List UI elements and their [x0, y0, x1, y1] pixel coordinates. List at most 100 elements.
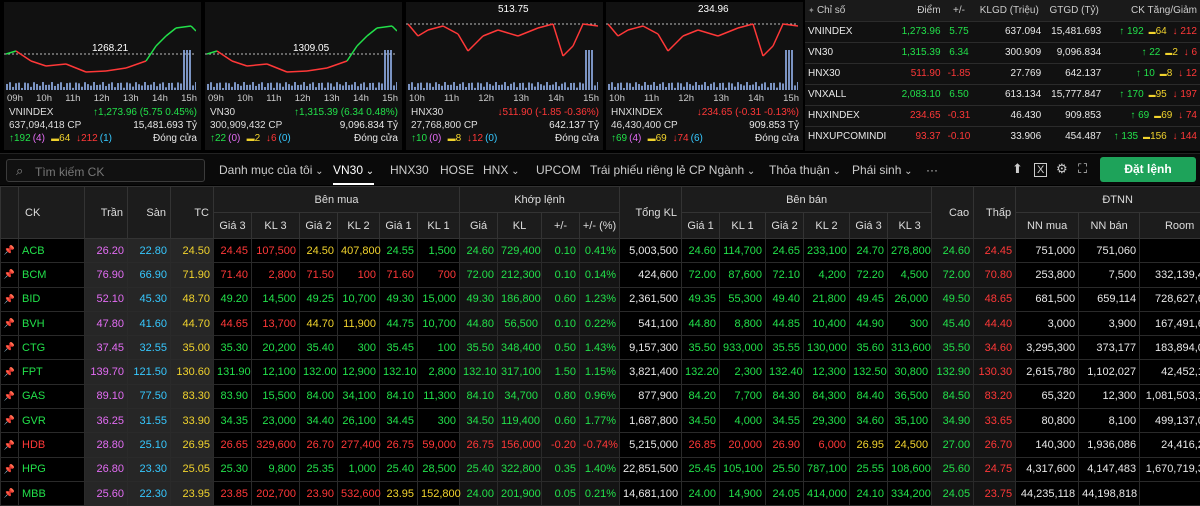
- ask-price[interactable]: 132.20: [681, 359, 721, 385]
- ask-price[interactable]: 84.30: [765, 383, 805, 410]
- bid-price[interactable]: 23.90: [299, 480, 338, 506]
- ask-price[interactable]: 24.70: [849, 237, 889, 264]
- index-col-header[interactable]: KLGD (Triệu): [974, 0, 1045, 21]
- bid-price[interactable]: 25.35: [299, 456, 338, 482]
- ask-price[interactable]: 24.65: [765, 237, 805, 264]
- bid-price[interactable]: 24.45: [213, 237, 252, 264]
- bid-price[interactable]: 71.50: [299, 262, 338, 288]
- col-ck[interactable]: CK: [18, 186, 85, 239]
- ask-price[interactable]: 25.45: [681, 456, 721, 482]
- stock-symbol[interactable]: GVR: [18, 408, 85, 434]
- pin-icon[interactable]: 📌: [0, 262, 19, 288]
- bid-price[interactable]: 34.35: [213, 408, 252, 434]
- gear-icon[interactable]: ⚙: [1056, 161, 1068, 176]
- tab-4[interactable]: HNX ⌄: [483, 163, 520, 177]
- col-sell[interactable]: Bên bán: [681, 186, 933, 213]
- tab-5[interactable]: UPCOM: [536, 163, 581, 177]
- stock-symbol[interactable]: BCM: [18, 262, 85, 288]
- bid-price[interactable]: 26.70: [299, 432, 338, 458]
- stock-symbol[interactable]: FPT: [18, 359, 85, 385]
- chart-hnxindex[interactable]: 234.96 10h 11h 12h 13h 14h 15h HNXINDEX ↓234.65 …: [606, 2, 803, 150]
- bid-price[interactable]: 132.10: [379, 359, 418, 385]
- col-v3[interactable]: KL 3: [251, 212, 300, 239]
- index-col-header[interactable]: Điểm: [895, 0, 944, 21]
- ask-price[interactable]: 132.40: [765, 359, 805, 385]
- stock-row[interactable]: 📌 MBB 25.60 22.30 23.95 23.85 202,700 23.90 532,…: [0, 480, 1200, 506]
- tab-9[interactable]: Phái sinh ⌄: [852, 163, 913, 177]
- col-p3[interactable]: Giá 3: [213, 212, 252, 239]
- index-row[interactable]: VN30 1,315.39 6.34 300.909 9,096.834 ↑ 22 ▬2 …: [805, 41, 1200, 63]
- bid-price[interactable]: 24.50: [299, 237, 338, 264]
- col-p1[interactable]: Giá 1: [379, 212, 418, 239]
- tab-0[interactable]: Danh mục của tôi ⌄: [219, 163, 324, 177]
- col-sell-p2[interactable]: Giá 2: [765, 212, 805, 239]
- ask-price[interactable]: 44.85: [765, 310, 805, 337]
- index-row[interactable]: HNXUPCOMINDI 93.37 -0.10 33.906 454.487 ↑ 135…: [805, 125, 1200, 147]
- bid-price[interactable]: 35.45: [379, 335, 418, 361]
- stock-row[interactable]: 📌 GAS 89.10 77.50 83.30 83.90 15,500 84.00 34,10…: [0, 383, 1200, 410]
- col-room[interactable]: Room: [1139, 212, 1200, 239]
- pin-icon[interactable]: 📌: [0, 310, 19, 337]
- tab-10[interactable]: ···: [926, 163, 938, 177]
- col-total[interactable]: Tổng KL: [619, 186, 683, 239]
- pin-icon[interactable]: 📌: [0, 432, 19, 458]
- stock-symbol[interactable]: HPG: [18, 456, 85, 482]
- stock-row[interactable]: 📌 BVH 47.80 41.60 44.70 44.65 13,700 44.70 11,90…: [0, 310, 1200, 337]
- bid-price[interactable]: 84.00: [299, 383, 338, 410]
- ask-price[interactable]: 34.50: [681, 408, 721, 434]
- ask-price[interactable]: 35.55: [765, 335, 805, 361]
- bid-price[interactable]: 25.40: [379, 456, 418, 482]
- pin-icon[interactable]: 📌: [0, 335, 19, 361]
- bid-price[interactable]: 24.55: [379, 237, 418, 264]
- ask-price[interactable]: 44.80: [681, 310, 721, 337]
- bid-price[interactable]: 44.70: [299, 310, 338, 337]
- bid-price[interactable]: 44.65: [213, 310, 252, 337]
- col-floor[interactable]: Sàn: [127, 186, 171, 239]
- tab-8[interactable]: Thỏa thuận ⌄: [769, 163, 841, 177]
- ask-price[interactable]: 26.95: [849, 432, 889, 458]
- stock-symbol[interactable]: CTG: [18, 335, 85, 361]
- stock-row[interactable]: 📌 ACB 26.20 22.80 24.50 24.45 107,500 24.50 407,…: [0, 237, 1200, 264]
- ask-price[interactable]: 49.35: [681, 286, 721, 312]
- col-sell-p1[interactable]: Giá 1: [681, 212, 721, 239]
- index-col-header[interactable]: CK Tăng/Giảm: [1104, 0, 1200, 21]
- index-col-header[interactable]: +/-: [943, 0, 975, 21]
- ask-price[interactable]: 25.50: [765, 456, 805, 482]
- stock-row[interactable]: 📌 BID 52.10 45.30 48.70 49.20 14,500 49.25 10,70…: [0, 286, 1200, 312]
- bid-price[interactable]: 35.40: [299, 335, 338, 361]
- ask-price[interactable]: 72.20: [849, 262, 889, 288]
- ask-price[interactable]: 132.50: [849, 359, 889, 385]
- ask-price[interactable]: 49.45: [849, 286, 889, 312]
- index-col-header[interactable]: GTGD (Tỷ): [1044, 0, 1105, 21]
- excel-icon[interactable]: X: [1034, 163, 1048, 177]
- col-sell-v3[interactable]: KL 3: [887, 212, 933, 239]
- stock-row[interactable]: 📌 GVR 36.25 31.55 33.90 34.35 23,000 34.40 26,10…: [0, 408, 1200, 434]
- ask-price[interactable]: 25.55: [849, 456, 889, 482]
- search-box[interactable]: ⌕ Tìm kiếm CK: [6, 159, 205, 182]
- bid-price[interactable]: 83.90: [213, 383, 252, 410]
- col-high[interactable]: Cao: [931, 186, 975, 239]
- ask-price[interactable]: 35.50: [681, 335, 721, 361]
- col-fbuy[interactable]: NN mua: [1015, 212, 1080, 239]
- pin-icon[interactable]: 📌: [0, 383, 19, 410]
- col-mv[interactable]: KL: [497, 212, 543, 239]
- col-pct[interactable]: +/- (%): [579, 212, 621, 239]
- ask-price[interactable]: 24.05: [765, 480, 805, 506]
- stock-row[interactable]: 📌 BCM 76.90 66.90 71.90 71.40 2,800 71.50 100 71.…: [0, 262, 1200, 288]
- col-fsell[interactable]: NN bán: [1078, 212, 1141, 239]
- index-row[interactable]: VNXALL 2,083.10 6.50 613.134 15,777.847 ↑ 170…: [805, 83, 1200, 105]
- pin-icon[interactable]: 📌: [0, 286, 19, 312]
- index-row[interactable]: VNINDEX 1,273.96 5.75 637.094 15,481.693 ↑ 19…: [805, 20, 1200, 42]
- ask-price[interactable]: 24.10: [849, 480, 889, 506]
- pin-icon[interactable]: 📌: [0, 408, 19, 434]
- index-row[interactable]: HNXINDEX 234.65 -0.31 46.430 909.853 ↑ 69 ▬69…: [805, 104, 1200, 126]
- stock-row[interactable]: 📌 HPG 26.80 23.30 25.05 25.30 9,800 25.35 1,000 2…: [0, 456, 1200, 482]
- col-sell-v1[interactable]: KL 1: [719, 212, 767, 239]
- chart-hnx30[interactable]: 513.75 10h 11h 12h 13h 14h 15h HNX30 ↓511.90 (-1…: [406, 2, 603, 150]
- ask-price[interactable]: 34.55: [765, 408, 805, 434]
- col-mp[interactable]: Giá: [459, 212, 499, 239]
- col-v2[interactable]: KL 2: [337, 212, 380, 239]
- ask-price[interactable]: 34.60: [849, 408, 889, 434]
- col-buy[interactable]: Bên mua: [212, 186, 461, 213]
- ask-price[interactable]: 72.10: [765, 262, 805, 288]
